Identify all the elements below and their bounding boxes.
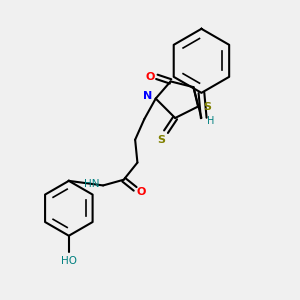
Text: N: N <box>143 91 152 101</box>
Text: HO: HO <box>61 256 77 266</box>
Text: S: S <box>203 102 211 112</box>
Text: S: S <box>158 135 165 145</box>
Text: H: H <box>207 116 214 126</box>
Text: O: O <box>136 187 146 197</box>
Text: HN: HN <box>84 179 99 189</box>
Text: O: O <box>145 72 155 82</box>
